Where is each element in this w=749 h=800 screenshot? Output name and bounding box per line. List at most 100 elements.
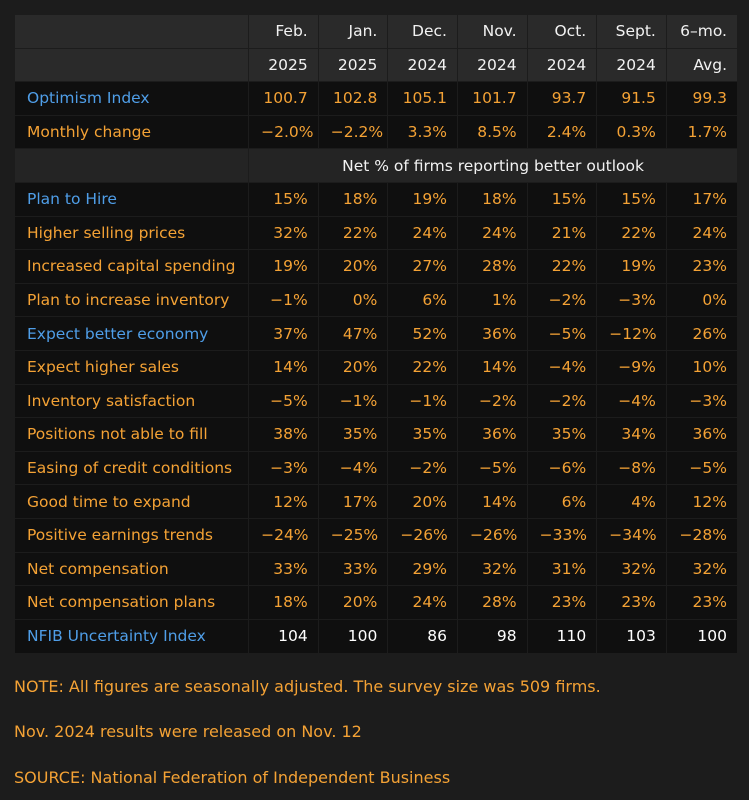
cell-value: −1%: [248, 282, 319, 317]
cell-value: 12%: [248, 484, 319, 519]
row-label: Good time to expand: [13, 484, 249, 519]
row-label: Monthly change: [13, 114, 249, 149]
monthly-change-row: Monthly change −2.0% −2.2% 3.3% 8.5% 2.4…: [13, 114, 737, 149]
section-corner: [13, 148, 249, 183]
cell-value: 1.7%: [665, 114, 737, 149]
cell-value: 22%: [387, 349, 458, 385]
header-corner: [13, 14, 249, 49]
cell-value: 17%: [317, 484, 388, 519]
outlook-row: Increased capital spending 19% 20% 27% 28% 22…: [13, 249, 737, 284]
uncertainty-index-row: NFIB Uncertainty Index 104 100 86 98 110 103 10…: [13, 618, 737, 653]
cell-value: −2%: [526, 282, 597, 317]
cell-value: 93.7: [526, 81, 597, 116]
cell-value: −28%: [665, 517, 737, 552]
cell-value: 100: [317, 618, 388, 653]
cell-value: 12%: [665, 484, 737, 519]
col-month-label: Oct.: [526, 14, 597, 49]
cell-value: −3%: [665, 383, 737, 418]
col-year-label: 2025: [317, 47, 388, 82]
source-text: SOURCE: National Federation of Independe…: [14, 768, 451, 787]
col-month-label: Jan.: [317, 14, 388, 49]
cell-value: 14%: [456, 349, 528, 385]
cell-value: −2%: [456, 383, 528, 418]
cell-value: 0.3%: [596, 114, 667, 149]
outlook-row: Expect better economy 37% 47% 52% 36% −5% −12%…: [13, 316, 737, 351]
cell-value: −5%: [665, 450, 737, 485]
col-month-label: Sept.: [596, 14, 667, 49]
cell-value: 104: [248, 618, 319, 653]
outlook-row: Inventory satisfaction −5% −1% −1% −2% −2% −4%…: [13, 383, 737, 418]
cell-value: 100.7: [248, 81, 319, 116]
col-month-label: 6–mo.: [665, 14, 737, 49]
section-header-row: Net % of firms reporting better outlook: [13, 148, 737, 183]
cell-value: 0%: [665, 282, 737, 317]
row-label: Optimism Index: [13, 81, 249, 116]
optimism-index-row: Optimism Index 100.7 102.8 105.1 101.7 9…: [13, 81, 737, 116]
cell-value: 21%: [526, 215, 597, 250]
outlook-row: Net compensation plans 18% 20% 24% 28% 23% 23%…: [13, 585, 737, 620]
row-label: Plan to Hire: [13, 181, 249, 217]
col-year-label: 2024: [526, 47, 597, 82]
cell-value: −2%: [526, 383, 597, 418]
outlook-row: Good time to expand 12% 17% 20% 14% 6% 4% 12%: [13, 484, 737, 519]
cell-value: 6%: [526, 484, 597, 519]
header-year-row: 2025 2025 2024 2024 2024 2024 Avg.: [13, 47, 737, 82]
cell-value: 18%: [456, 181, 528, 217]
row-label: Easing of credit conditions: [13, 450, 249, 485]
cell-value: 8.5%: [456, 114, 528, 149]
cell-value: −4%: [317, 450, 388, 485]
cell-value: 32%: [456, 551, 528, 586]
cell-value: −4%: [526, 349, 597, 385]
cell-value: −24%: [248, 517, 319, 552]
note-text: NOTE: All figures are seasonally adjuste…: [14, 677, 601, 696]
cell-value: −3%: [248, 450, 319, 485]
cell-value: 35%: [526, 417, 597, 452]
cell-value: 10%: [665, 349, 737, 385]
cell-value: 14%: [456, 484, 528, 519]
cell-value: 20%: [317, 349, 388, 385]
cell-value: 47%: [317, 316, 388, 351]
row-label: Inventory satisfaction: [13, 383, 249, 418]
cell-value: −9%: [596, 349, 667, 385]
row-label: Positions not able to fill: [13, 417, 249, 452]
cell-value: 1%: [456, 282, 528, 317]
cell-value: 27%: [387, 249, 458, 284]
cell-value: −25%: [317, 517, 388, 552]
cell-value: 22%: [526, 249, 597, 284]
cell-value: −33%: [526, 517, 597, 552]
cell-value: 86: [387, 618, 458, 653]
cell-value: 22%: [317, 215, 388, 250]
cell-value: 22%: [596, 215, 667, 250]
cell-value: 19%: [248, 249, 319, 284]
cell-value: −2.2%: [317, 114, 388, 149]
col-year-label: 2024: [456, 47, 528, 82]
col-year-label: 2024: [596, 47, 667, 82]
cell-value: 19%: [387, 181, 458, 217]
cell-value: 26%: [665, 316, 737, 351]
cell-value: 100: [665, 618, 737, 653]
cell-value: −26%: [456, 517, 528, 552]
row-label: Positive earnings trends: [13, 517, 249, 552]
row-label: Net compensation: [13, 551, 249, 586]
cell-value: 20%: [317, 585, 388, 620]
cell-value: −5%: [526, 316, 597, 351]
outlook-row: Positive earnings trends −24% −25% −26% −26%…: [13, 517, 737, 552]
cell-value: 18%: [248, 585, 319, 620]
cell-value: −3%: [596, 282, 667, 317]
cell-value: −1%: [317, 383, 388, 418]
row-label: Plan to increase inventory: [13, 282, 249, 317]
cell-value: 99.3: [665, 81, 737, 116]
cell-value: 23%: [665, 585, 737, 620]
col-year-label: 2025: [248, 47, 319, 82]
col-month-label: Nov.: [456, 14, 528, 49]
cell-value: 103: [596, 618, 667, 653]
cell-value: 31%: [526, 551, 597, 586]
cell-value: 34%: [596, 417, 667, 452]
cell-value: 19%: [596, 249, 667, 284]
outlook-row: Net compensation 33% 33% 29% 32% 31% 32% 32%: [13, 551, 737, 586]
cell-value: 105.1: [387, 81, 458, 116]
cell-value: 23%: [596, 585, 667, 620]
cell-value: 3.3%: [387, 114, 458, 149]
cell-value: 14%: [248, 349, 319, 385]
cell-value: 15%: [248, 181, 319, 217]
